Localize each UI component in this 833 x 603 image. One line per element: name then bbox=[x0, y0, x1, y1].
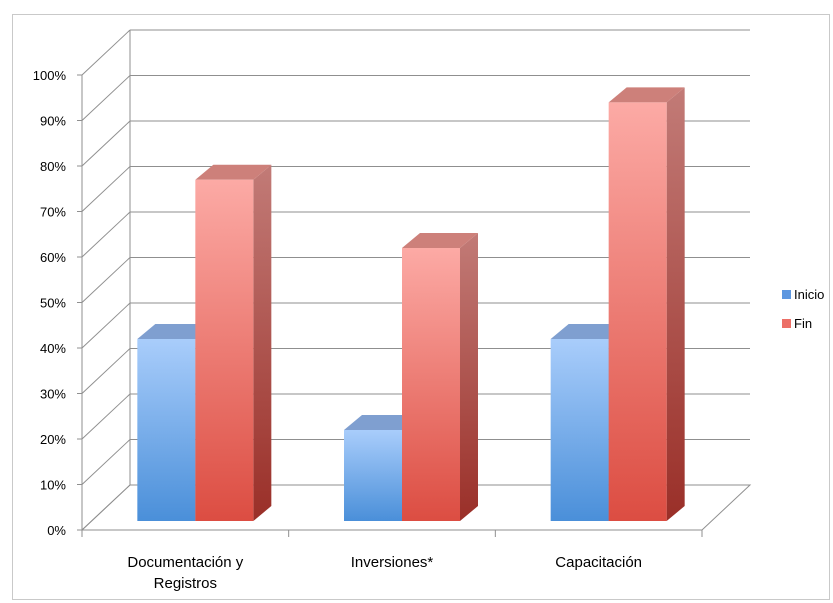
y-tick-label: 80% bbox=[40, 159, 66, 174]
category-label: Capacitación bbox=[555, 554, 642, 571]
category-label: Registros bbox=[154, 575, 217, 592]
gridline-depth bbox=[81, 211, 131, 258]
y-tick-label: 0% bbox=[47, 523, 66, 538]
bar-front bbox=[402, 248, 460, 521]
bar-front bbox=[137, 339, 196, 521]
gridline-depth bbox=[81, 257, 131, 303]
y-tick-label: 50% bbox=[40, 296, 66, 311]
y-tick-label: 30% bbox=[40, 387, 66, 402]
bar-side bbox=[253, 164, 272, 521]
legend-label: Inicio bbox=[794, 287, 824, 302]
y-tick-label: 100% bbox=[33, 68, 67, 83]
category-labels: Documentación y Registros Inversiones* Capa… bbox=[127, 554, 642, 592]
gridline-depth bbox=[81, 348, 131, 394]
y-tick-labels: 0% 10% 20% 30% 40% 50% 60% 70% 80% 90% 100% bbox=[33, 68, 67, 538]
gridline-depth bbox=[81, 439, 131, 485]
bar-front bbox=[608, 102, 667, 522]
bar-top bbox=[137, 324, 214, 339]
gridline-depth bbox=[81, 75, 131, 121]
y-tick-label: 40% bbox=[40, 341, 66, 356]
gridline-depth bbox=[81, 120, 131, 167]
axes bbox=[77, 30, 752, 537]
legend-swatch bbox=[782, 319, 791, 328]
bar-front bbox=[195, 179, 254, 521]
bar-fin bbox=[608, 87, 685, 522]
legend: Inicio Fin bbox=[782, 287, 824, 331]
bars bbox=[137, 87, 685, 522]
gridline-depth bbox=[81, 393, 131, 440]
bar-front bbox=[550, 339, 609, 521]
gridline-depth bbox=[81, 302, 131, 349]
bar-front bbox=[344, 430, 402, 521]
legend-swatch bbox=[782, 290, 791, 299]
y-tick-label: 70% bbox=[40, 205, 66, 220]
y-tick-label: 10% bbox=[40, 478, 66, 493]
category-label: Inversiones* bbox=[351, 554, 434, 571]
bar-fin bbox=[195, 164, 272, 521]
bar-side bbox=[460, 233, 478, 521]
y-tick-label: 90% bbox=[40, 114, 66, 129]
bar-top bbox=[608, 87, 685, 103]
category-label: Documentación y bbox=[127, 554, 243, 571]
bar-top bbox=[550, 324, 627, 339]
y-tick-label: 20% bbox=[40, 432, 66, 447]
gridline-depth bbox=[81, 29, 131, 76]
bar-side bbox=[666, 87, 685, 522]
gridline-depth bbox=[81, 166, 131, 212]
bar-top bbox=[402, 233, 478, 248]
bar-top bbox=[195, 164, 272, 180]
y-tick-label: 60% bbox=[40, 250, 66, 265]
bar-fin bbox=[402, 233, 478, 521]
legend-label: Fin bbox=[794, 316, 812, 331]
bar-top bbox=[344, 415, 420, 430]
